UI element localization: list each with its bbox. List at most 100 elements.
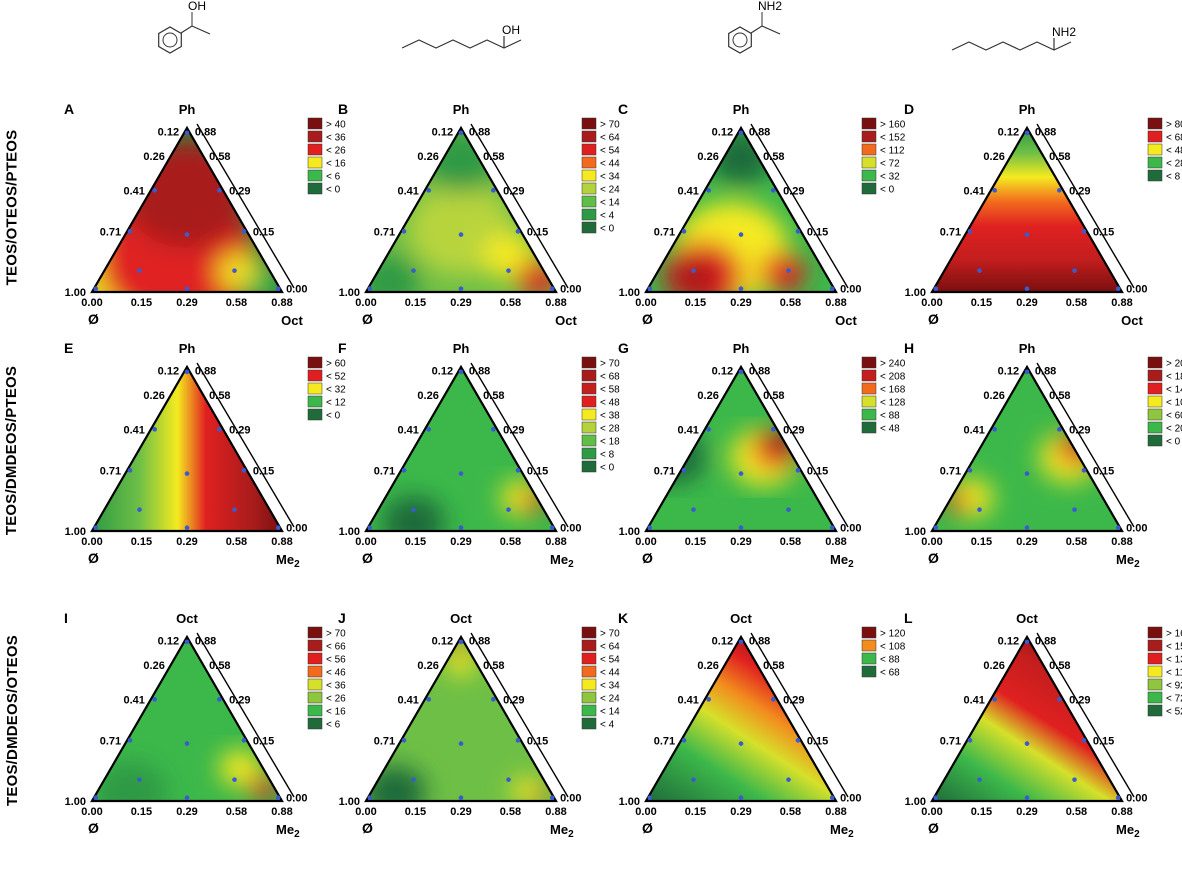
right-tick-label: 0.00	[1126, 793, 1147, 805]
sample-point	[275, 795, 281, 801]
sample-point	[458, 471, 464, 476]
ternary-panel-l: 0.00 0.15 0.29 0.58 0.88 1.00 0.71 0.41 0.26 0.12…	[904, 610, 1182, 840]
legend-swatch	[861, 421, 877, 434]
legend-label: < 6	[326, 720, 341, 731]
bottom-tick-label: 0.58	[1066, 536, 1087, 548]
triangle-outline	[364, 125, 558, 294]
right-tick-label: 0.15	[527, 226, 548, 238]
sample-point	[184, 795, 190, 801]
legend-swatch	[1147, 665, 1163, 678]
legend-label: < 64	[600, 133, 620, 144]
right-tick-label: 0.29	[229, 185, 250, 197]
left-tick-label: 0.71	[100, 735, 121, 747]
legend-swatch	[581, 143, 597, 156]
sample-point	[992, 697, 997, 702]
bottom-tick-label: 0.88	[545, 536, 566, 548]
left-tick-label: 0.26	[143, 390, 164, 402]
left-tick-label: 0.26	[143, 660, 164, 672]
legend-label: > 240	[880, 359, 906, 370]
panel-letter: L	[904, 610, 913, 626]
legend-label: > 70	[326, 629, 346, 640]
left-tick-label: 0.71	[374, 465, 395, 477]
right-tick-label: 0.15	[1093, 735, 1114, 747]
sample-point	[771, 697, 776, 702]
left-vertex-label: Ø	[642, 820, 653, 836]
sample-point	[829, 525, 835, 531]
left-tick-label: 0.71	[940, 465, 961, 477]
bottom-tick-label: 0.58	[1066, 806, 1087, 818]
sample-point	[127, 229, 133, 234]
legend-label: > 70	[600, 629, 620, 640]
heatmap-field	[92, 637, 282, 801]
legend-swatch	[307, 182, 323, 195]
sample-point	[738, 795, 744, 801]
heatmap-field	[92, 367, 282, 531]
heatmap-region	[1057, 432, 1096, 466]
legend-swatch	[307, 382, 323, 395]
left-tick-label: 0.26	[697, 151, 718, 163]
legend-label: < 8	[1166, 172, 1181, 183]
right-tick-label: 0.00	[560, 284, 581, 296]
right-tick-label: 0.29	[783, 694, 804, 706]
right-axis-line	[196, 123, 295, 289]
legend-label: < 54	[600, 655, 620, 666]
legend-label: < 32	[880, 172, 900, 183]
left-tick-label: 0.71	[654, 735, 675, 747]
sample-point	[786, 268, 791, 273]
heatmap-region	[93, 761, 167, 801]
legend-swatch	[1147, 117, 1163, 130]
legend-label: < 58	[600, 385, 620, 396]
bottom-tick-label: 0.29	[176, 536, 197, 548]
sample-point	[232, 507, 237, 512]
heatmap-region	[759, 252, 806, 292]
legend-label: < 14	[600, 707, 620, 718]
left-vertex-label: Ø	[88, 550, 99, 566]
legend-swatch	[581, 156, 597, 169]
legend: > 60 < 52 < 32 < 12 < 0	[307, 356, 346, 422]
triangle-outline	[644, 364, 838, 533]
sample-point	[691, 507, 696, 512]
legend: > 70 < 64 < 54 < 44 < 34 < 24 < 14 < 4 < 0	[581, 117, 620, 235]
alkyl-chain-icon	[401, 39, 522, 49]
legend-label: < 46	[326, 668, 346, 679]
right-tick-label: 0.58	[1049, 151, 1070, 163]
left-tick-label: 1.00	[905, 287, 926, 299]
sample-point	[977, 268, 982, 273]
panel-letter: F	[338, 340, 347, 356]
sample-point	[1081, 738, 1087, 743]
legend-swatch	[307, 704, 323, 717]
bottom-tick-label: 0.58	[226, 536, 247, 548]
left-tick-label: 1.00	[619, 287, 640, 299]
sample-point	[738, 639, 744, 645]
bond-line	[750, 25, 781, 35]
heatmap-field	[646, 637, 836, 801]
panel-letter: K	[618, 610, 628, 626]
legend-swatch	[307, 369, 323, 382]
sample-point	[241, 229, 247, 234]
legend-swatch	[861, 408, 877, 421]
sample-point	[401, 468, 407, 473]
sample-point	[1024, 130, 1030, 136]
triangle-outline	[930, 634, 1124, 803]
sample-point	[738, 232, 744, 237]
legend-swatch	[581, 221, 597, 234]
legend-swatch	[581, 169, 597, 182]
right-tick-label: 0.15	[807, 226, 828, 238]
heatmap-field	[366, 128, 556, 292]
sample-point	[647, 286, 653, 292]
legend-swatch	[307, 626, 323, 639]
right-tick-label: 0.15	[253, 226, 274, 238]
left-tick-label: 0.41	[963, 424, 984, 436]
triangle-outline	[930, 125, 1124, 294]
bottom-tick-label: 0.00	[635, 806, 656, 818]
left-tick-label: 0.71	[940, 226, 961, 238]
legend-swatch	[861, 130, 877, 143]
sample-point	[217, 697, 222, 702]
left-tick-label: 0.12	[998, 365, 1019, 377]
left-tick-label: 0.12	[998, 126, 1019, 138]
sample-point	[738, 369, 744, 375]
bottom-tick-label: 0.15	[971, 297, 992, 309]
sample-point	[829, 795, 835, 801]
legend-label: < 28	[1166, 159, 1182, 170]
legend-swatch	[307, 169, 323, 182]
